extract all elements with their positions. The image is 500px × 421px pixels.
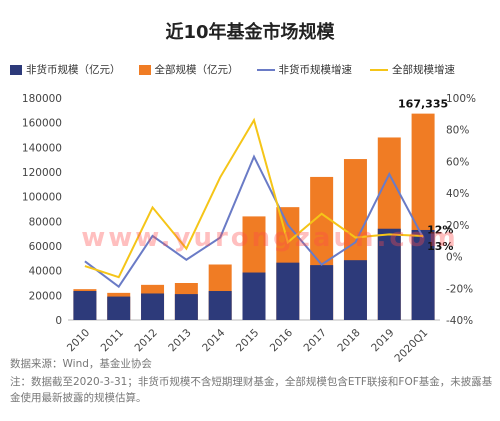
legend-item-nonmoney-growth: 非货币规模增速 (256, 62, 353, 77)
legend-item-total-growth: 全部规模增速 (370, 62, 455, 77)
legend-label: 全部规模增速 (392, 64, 455, 76)
bar-nonmoney-scale (343, 260, 367, 320)
x-axis-tick: 2013 (166, 327, 193, 354)
bar-nonmoney-scale (411, 229, 435, 320)
legend-label: 全部规模（亿元） (154, 64, 239, 76)
bar-nonmoney-scale (107, 296, 131, 320)
legend-item-total-scale: 全部规模（亿元） (138, 62, 239, 77)
footnote: 注：数据截至2020-3-31；非货币规模不含短期理财基金，全部规模包含ETF联… (10, 376, 493, 404)
chart-title: 近10年基金市场规模 (165, 22, 335, 43)
right-axis-tick: 80% (446, 125, 469, 137)
data-source: 数据来源：Wind，基金业协会 (10, 358, 152, 370)
data-label-total-last: 167,335 (398, 98, 448, 111)
legend-item-nonmoney-scale: 非货币规模（亿元） (10, 62, 121, 77)
legend-swatch-yellow-line (370, 68, 388, 71)
x-axis-tick: 2019 (369, 327, 396, 354)
legend: 非货币规模（亿元） 全部规模（亿元） 非货币规模增速 全部规模增速 (10, 62, 490, 77)
x-axis-tick: 2018 (335, 327, 362, 354)
left-axis-tick: 120000 (22, 167, 62, 179)
bar-nonmoney-scale (276, 262, 300, 320)
bar-nonmoney-scale (242, 272, 266, 320)
left-axis-tick: 100000 (22, 192, 62, 204)
left-axis-tick: 160000 (22, 118, 62, 130)
right-axis-tick: 60% (446, 156, 469, 168)
legend-label: 非货币规模增速 (278, 64, 353, 76)
legend-swatch-navy (10, 64, 22, 75)
x-axis-tick: 2010 (65, 327, 92, 354)
x-axis-tick: 2014 (200, 327, 228, 355)
x-axis-tick: 2016 (268, 327, 296, 355)
x-axis-tick: 2017 (302, 327, 329, 354)
legend-swatch-orange (138, 64, 151, 75)
watermark-text: www.yurongzaun.com (81, 223, 458, 253)
bar-nonmoney-scale (208, 291, 232, 320)
x-axis-tick: 2012 (132, 327, 159, 354)
data-label-nonmoney-growth-last: 12% (427, 224, 453, 237)
left-axis-tick: 80000 (29, 216, 62, 228)
left-axis-tick: 0 (55, 315, 62, 327)
bar-nonmoney-scale (141, 293, 165, 320)
left-axis-tick: 20000 (29, 290, 62, 302)
right-axis-tick: 0% (446, 252, 463, 264)
right-axis-tick: -40% (446, 315, 473, 327)
left-axis-tick: 180000 (22, 93, 62, 105)
right-axis-tick: 20% (446, 220, 469, 232)
bar-nonmoney-scale (310, 265, 334, 320)
right-axis-tick: -20% (446, 283, 473, 295)
x-axis-tick: 2011 (99, 327, 126, 354)
right-axis-tick: 100% (446, 93, 476, 105)
left-axis-tick: 140000 (22, 142, 62, 154)
bar-nonmoney-scale (73, 291, 97, 320)
data-label-total-growth-last: 13% (427, 240, 453, 253)
right-axis-tick: 40% (446, 188, 469, 200)
legend-swatch-blue-line (256, 68, 275, 71)
x-axis-tick: 2015 (234, 327, 261, 354)
left-axis-tick: 40000 (29, 266, 62, 278)
legend-label: 非货币规模（亿元） (26, 64, 121, 76)
left-axis-tick: 60000 (29, 241, 62, 253)
bar-nonmoney-scale (377, 228, 401, 320)
bar-nonmoney-scale (174, 294, 198, 320)
